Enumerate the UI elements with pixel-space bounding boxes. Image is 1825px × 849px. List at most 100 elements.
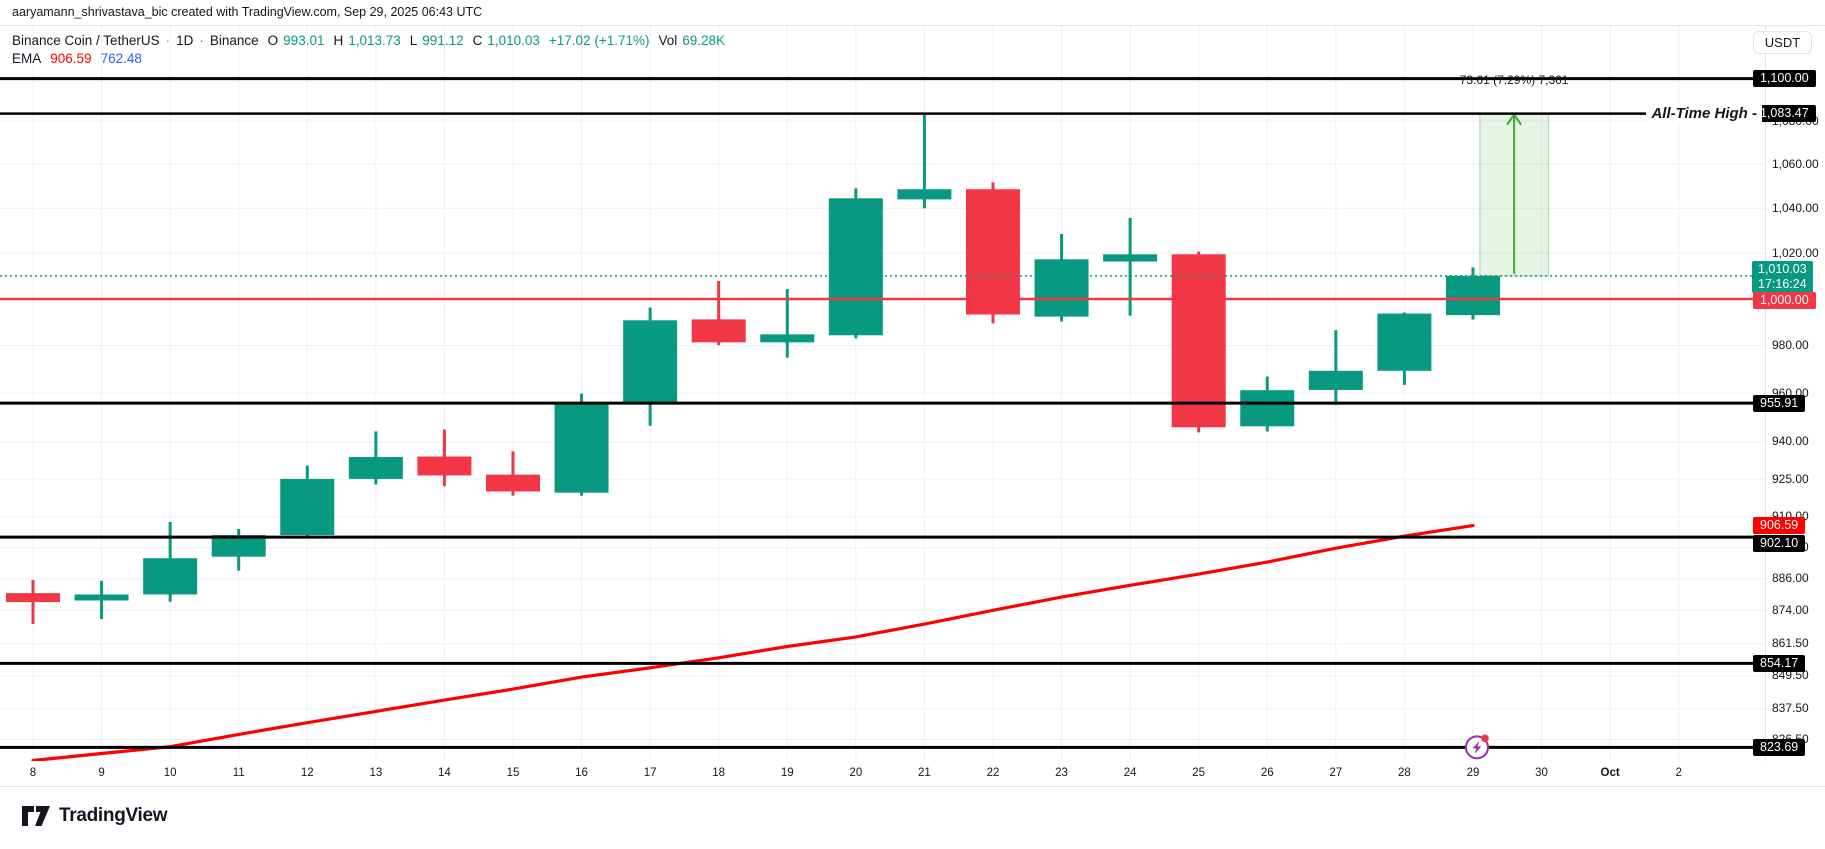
exchange-label: Binance [209, 32, 259, 48]
current-price-label: 1,010.03 17:16:24 [1752, 260, 1813, 293]
price-axis-tick: 1,040.00 [1772, 200, 1819, 215]
candle-body [348, 457, 403, 479]
candle-body [1377, 313, 1432, 371]
candle-wick [1128, 217, 1132, 316]
time-axis-label: Oct [1600, 767, 1620, 779]
time-axis-label: 14 [438, 767, 451, 779]
volume-label: Vol [658, 32, 678, 48]
candle-body [485, 474, 540, 492]
ema-price-label: 906.59 [1753, 517, 1806, 535]
time-axis-label: 29 [1466, 767, 1480, 779]
chart-legend: Binance Coin / TetherUS · 1D · Binance O… [12, 31, 725, 67]
current-price-value: 1,010.03 [1758, 261, 1807, 276]
price-axis-tick: 940.00 [1772, 434, 1809, 449]
time-axis-label: 8 [29, 767, 37, 779]
candle-body [897, 189, 952, 200]
time-axis-label: 20 [849, 767, 863, 779]
time-axis-label: 10 [163, 767, 177, 779]
price-level-label: 854.17 [1753, 654, 1806, 672]
candle-body [760, 334, 815, 343]
candle-wick [922, 113, 926, 209]
price-level-label: 1,100.00 [1753, 70, 1816, 88]
price-axis-tick: 837.50 [1772, 701, 1809, 716]
price-level-label: 1,083.47 [1753, 105, 1816, 123]
candle-wick [1334, 330, 1338, 405]
candle-body [1240, 390, 1295, 427]
volume-value: 69.28K [682, 32, 726, 48]
candle-body [1171, 254, 1226, 428]
candle-wick [785, 289, 789, 358]
time-axis-label: 25 [1192, 767, 1206, 779]
separator-dot: · [165, 32, 171, 48]
price-axis-tick: 1,020.00 [1772, 245, 1819, 260]
ema-legend-row[interactable]: EMA 906.59 762.48 [12, 49, 725, 67]
time-axis-label: 16 [575, 767, 588, 779]
time-axis-label: 27 [1329, 767, 1343, 779]
price-axis-tick: 1,060.00 [1772, 156, 1819, 171]
currency-toggle-button[interactable]: USDT [1753, 31, 1812, 54]
candle-body [1445, 275, 1500, 316]
time-axis-label: 15 [506, 767, 520, 779]
high-value: 1,013.73 [348, 32, 401, 48]
candle-body [74, 594, 129, 601]
symbol-legend-row: Binance Coin / TetherUS · 1D · Binance O… [12, 31, 725, 49]
candle-body [417, 456, 472, 476]
time-axis-label: 30 [1535, 767, 1548, 779]
time-axis-label: 23 [1055, 767, 1068, 779]
symbol-title[interactable]: Binance Coin / TetherUS [12, 32, 160, 48]
attribution-text: aaryamann_shrivastava_bic created with T… [12, 5, 483, 19]
close-value: 1,010.03 [487, 32, 540, 48]
open-label: O [267, 32, 279, 48]
candle-body [965, 189, 1020, 315]
time-axis-label: 26 [1260, 767, 1274, 779]
candle-body [280, 478, 335, 536]
time-axis-label: 21 [918, 767, 931, 779]
price-axis-tick: 980.00 [1772, 338, 1809, 353]
time-axis-label: 17 [643, 767, 657, 779]
ema-line[interactable] [31, 524, 1475, 763]
ema-label: EMA [12, 50, 42, 66]
time-axis-label: 12 [300, 767, 314, 779]
price-line-label: 1,000.00 [1753, 291, 1816, 309]
time-axis-label: 22 [986, 767, 1000, 779]
price-level-label: 902.10 [1753, 535, 1806, 553]
candle-wick [511, 451, 515, 496]
low-label: L [409, 32, 418, 48]
time-axis[interactable]: 8 9 10 11 12 13 14 15 16 17 18 19 20 21 22 23 24 25 26 27 28… [0, 761, 1825, 786]
candle-body [211, 535, 266, 557]
candle-body [691, 319, 746, 343]
price-axis-tick: 925.00 [1772, 471, 1809, 486]
time-axis-label: 2 [1675, 767, 1682, 779]
candle-body [6, 593, 60, 603]
separator-dot: · [199, 32, 204, 48]
price-range-annotation[interactable]: 73.61 (7.29%) 7,361 [1459, 72, 1569, 87]
price-level-label: 823.69 [1753, 738, 1806, 756]
price-axis[interactable]: 1,080.001,060.001,040.001,020.00980.0096… [1752, 26, 1825, 786]
price-axis-tick: 874.00 [1772, 602, 1809, 617]
candle-body [554, 403, 609, 493]
bar-countdown-timer: 17:16:24 [1758, 276, 1807, 291]
candle-body [828, 198, 883, 336]
candle-body [1308, 370, 1363, 390]
interval-label[interactable]: 1D [176, 32, 194, 48]
candle-body [623, 320, 678, 404]
price-axis-tick: 886.00 [1772, 571, 1809, 586]
time-axis-label: 24 [1123, 767, 1137, 779]
time-axis-label: 19 [780, 767, 794, 779]
open-value: 993.01 [283, 32, 325, 48]
price-level-label: 955.91 [1753, 394, 1806, 412]
event-lightning-icon[interactable] [1464, 734, 1489, 760]
tradingview-logo-text: TradingView [59, 805, 168, 826]
candle-wick [717, 280, 721, 346]
time-axis-label: 13 [369, 767, 383, 779]
candle-body [143, 558, 198, 595]
ema-value-2: 762.48 [100, 50, 142, 66]
time-axis-label: 11 [232, 767, 245, 779]
price-axis-tick: 849.50 [1772, 668, 1809, 683]
all-time-high-label[interactable]: All-Time High - [1646, 104, 1762, 123]
price-axis-tick: 861.50 [1772, 636, 1809, 651]
close-label: C [472, 32, 483, 48]
tradingview-logo[interactable]: TradingView [22, 805, 168, 827]
